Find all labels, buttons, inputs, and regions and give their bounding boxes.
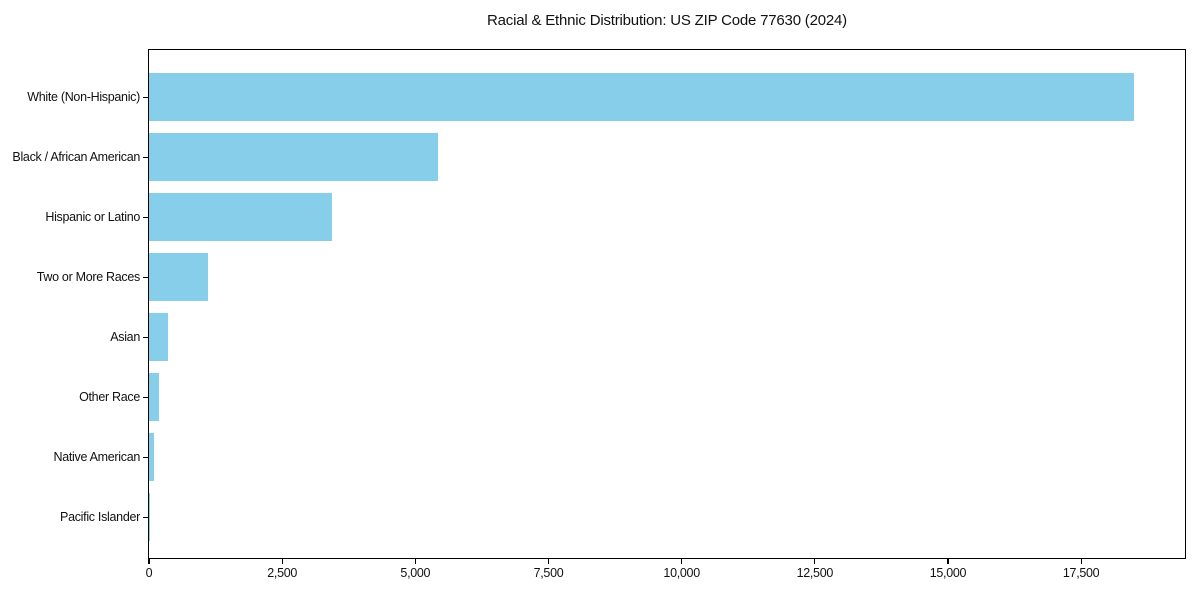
x-tick-label: 15,000 bbox=[929, 566, 967, 580]
y-tick bbox=[143, 456, 148, 458]
x-tick-label: 17,500 bbox=[1062, 566, 1100, 580]
y-tick bbox=[143, 96, 148, 98]
x-tick bbox=[947, 559, 949, 564]
plot-area bbox=[148, 49, 1186, 559]
bar bbox=[149, 133, 439, 181]
y-tick bbox=[143, 516, 148, 518]
x-tick bbox=[681, 559, 683, 564]
y-axis-label: Hispanic or Latino bbox=[45, 210, 140, 224]
y-tick bbox=[143, 156, 148, 158]
y-axis-label: Asian bbox=[110, 330, 140, 344]
y-tick bbox=[143, 336, 148, 338]
x-tick-label: 2,500 bbox=[267, 566, 298, 580]
x-tick-label: 5,000 bbox=[400, 566, 431, 580]
bar bbox=[149, 433, 154, 481]
y-tick bbox=[143, 276, 148, 278]
y-axis-label: White (Non-Hispanic) bbox=[27, 90, 140, 104]
bar bbox=[149, 493, 151, 541]
x-tick bbox=[1080, 559, 1082, 564]
x-tick-label: 10,000 bbox=[663, 566, 700, 580]
x-tick bbox=[414, 559, 416, 564]
y-tick bbox=[143, 216, 148, 218]
bar bbox=[149, 253, 209, 301]
x-tick-label: 12,500 bbox=[796, 566, 834, 580]
y-axis-label: Native American bbox=[53, 450, 140, 464]
bar bbox=[149, 373, 160, 421]
y-axis-label: Two or More Races bbox=[36, 270, 141, 284]
x-tick bbox=[148, 559, 150, 564]
x-tick-label: 0 bbox=[145, 566, 153, 580]
bar bbox=[149, 73, 1135, 121]
bar bbox=[149, 313, 169, 361]
bar bbox=[149, 193, 332, 241]
x-tick bbox=[547, 559, 550, 564]
x-tick-label: 7,500 bbox=[533, 566, 564, 580]
y-axis-label: Pacific Islander bbox=[60, 510, 140, 524]
chart-title: Racial & Ethnic Distribution: US ZIP Cod… bbox=[487, 12, 847, 29]
x-tick bbox=[814, 559, 816, 564]
y-tick bbox=[143, 396, 148, 398]
y-axis-label: Black / African American bbox=[12, 150, 140, 164]
x-tick bbox=[281, 559, 283, 564]
y-axis-label: Other Race bbox=[79, 390, 140, 404]
